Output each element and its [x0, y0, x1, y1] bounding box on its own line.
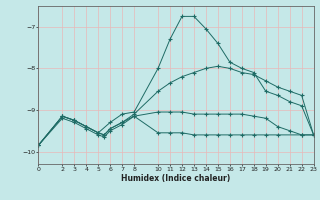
X-axis label: Humidex (Indice chaleur): Humidex (Indice chaleur)	[121, 174, 231, 183]
